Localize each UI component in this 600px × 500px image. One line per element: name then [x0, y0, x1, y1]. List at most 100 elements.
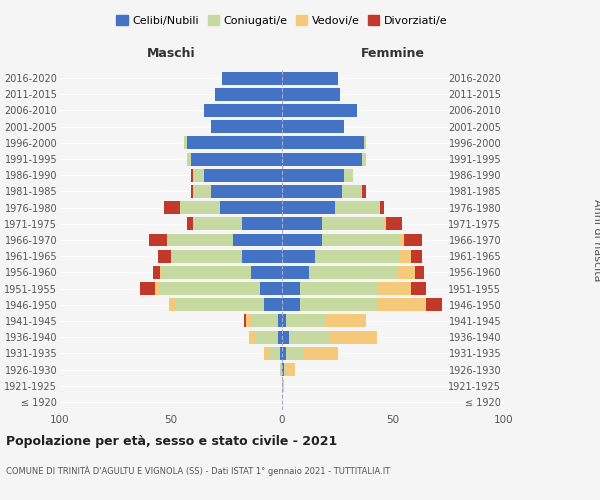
Bar	[149, 234, 167, 246]
Bar	[160, 282, 260, 295]
Bar	[282, 152, 362, 166]
Bar	[191, 169, 193, 181]
Bar	[282, 104, 358, 117]
Bar	[282, 120, 344, 133]
Bar	[247, 314, 251, 328]
Bar	[191, 152, 282, 166]
Text: Femmine: Femmine	[361, 47, 425, 60]
Bar	[286, 314, 326, 328]
Bar	[251, 314, 278, 328]
Bar	[384, 218, 386, 230]
Bar	[322, 218, 384, 230]
Bar	[282, 201, 335, 214]
Bar	[164, 201, 180, 214]
Bar	[140, 282, 155, 295]
Bar	[329, 330, 377, 344]
Bar	[316, 250, 400, 262]
Bar	[322, 234, 400, 246]
Bar	[242, 250, 282, 262]
Bar	[282, 234, 322, 246]
Bar	[280, 347, 282, 360]
Bar	[377, 298, 427, 311]
Bar	[278, 330, 282, 344]
Bar	[187, 136, 282, 149]
Bar	[400, 234, 404, 246]
Bar	[286, 363, 295, 376]
Bar	[386, 218, 402, 230]
Bar	[169, 298, 175, 311]
Bar	[153, 266, 160, 279]
Bar	[171, 250, 242, 262]
Bar	[380, 201, 384, 214]
Bar	[300, 282, 377, 295]
Bar	[280, 363, 282, 376]
Bar	[282, 88, 340, 101]
Bar	[220, 201, 282, 214]
Bar	[251, 266, 282, 279]
Text: Popolazione per età, sesso e stato civile - 2021: Popolazione per età, sesso e stato civil…	[6, 435, 337, 448]
Bar	[155, 282, 160, 295]
Text: COMUNE DI TRINITÀ D'AGULTU E VIGNOLA (SS) - Dati ISTAT 1° gennaio 2021 - TUTTITA: COMUNE DI TRINITÀ D'AGULTU E VIGNOLA (SS…	[6, 465, 390, 475]
Bar	[426, 298, 442, 311]
Bar	[187, 152, 191, 166]
Bar	[260, 282, 282, 295]
Bar	[211, 120, 282, 133]
Bar	[362, 152, 367, 166]
Bar	[204, 104, 282, 117]
Bar	[326, 314, 367, 328]
Bar	[282, 363, 284, 376]
Bar	[282, 218, 322, 230]
Bar	[400, 250, 411, 262]
Bar	[180, 201, 220, 214]
Bar	[193, 185, 211, 198]
Bar	[233, 234, 282, 246]
Bar	[282, 347, 286, 360]
Bar	[256, 330, 278, 344]
Bar	[282, 330, 289, 344]
Bar	[242, 218, 282, 230]
Bar	[249, 330, 256, 344]
Bar	[362, 185, 367, 198]
Bar	[300, 298, 377, 311]
Bar	[193, 169, 204, 181]
Bar	[364, 136, 367, 149]
Bar	[342, 185, 362, 198]
Bar	[282, 314, 286, 328]
Bar	[282, 282, 300, 295]
Bar	[191, 185, 193, 198]
Bar	[222, 72, 282, 85]
Bar	[244, 314, 247, 328]
Bar	[411, 250, 422, 262]
Bar	[304, 347, 337, 360]
Legend: Celibi/Nubili, Coniugati/e, Vedovi/e, Divorziati/e: Celibi/Nubili, Coniugati/e, Vedovi/e, Di…	[112, 10, 452, 30]
Bar	[415, 266, 424, 279]
Bar	[282, 250, 316, 262]
Bar	[184, 136, 187, 149]
Text: Maschi: Maschi	[146, 47, 196, 60]
Bar	[158, 250, 171, 262]
Bar	[175, 298, 264, 311]
Bar	[397, 266, 415, 279]
Bar	[282, 185, 342, 198]
Bar	[344, 169, 353, 181]
Bar	[284, 363, 286, 376]
Bar	[282, 379, 284, 392]
Bar	[264, 347, 269, 360]
Bar	[193, 218, 242, 230]
Bar	[160, 266, 162, 279]
Bar	[282, 298, 300, 311]
Bar	[264, 298, 282, 311]
Bar	[404, 234, 422, 246]
Bar	[308, 266, 397, 279]
Bar	[167, 234, 233, 246]
Bar	[215, 88, 282, 101]
Bar	[278, 314, 282, 328]
Bar	[282, 169, 344, 181]
Bar	[289, 330, 329, 344]
Text: Anni di nascita: Anni di nascita	[592, 198, 600, 281]
Bar	[204, 169, 282, 181]
Bar	[282, 136, 364, 149]
Bar	[282, 72, 337, 85]
Bar	[282, 266, 308, 279]
Bar	[335, 201, 380, 214]
